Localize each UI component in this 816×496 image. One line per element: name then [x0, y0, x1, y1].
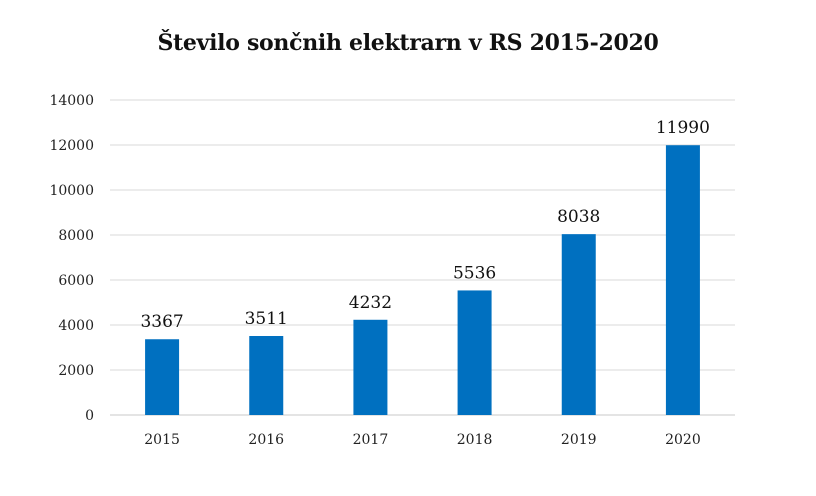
bar [249, 336, 284, 415]
bar [145, 339, 180, 415]
y-tick-label: 0 [85, 408, 94, 424]
data-label: 5536 [453, 263, 496, 283]
x-tick-label: 2019 [561, 432, 597, 448]
bar [457, 290, 492, 415]
x-tick-label: 2018 [457, 432, 493, 448]
data-label: 3367 [140, 312, 183, 332]
chart-title: Število sončnih elektrarn v RS 2015-2020 [157, 30, 659, 56]
y-tick-label: 10000 [49, 183, 94, 199]
x-tick-label: 2020 [665, 432, 701, 448]
y-tick-label: 12000 [49, 138, 94, 154]
bar [561, 234, 596, 415]
data-label: 3511 [245, 309, 288, 329]
bar [665, 145, 700, 415]
x-tick-label: 2016 [248, 432, 284, 448]
y-tick-label: 8000 [58, 228, 94, 244]
data-label: 11990 [656, 118, 710, 138]
y-tick-label: 2000 [58, 363, 94, 379]
x-tick-label: 2015 [144, 432, 180, 448]
data-label: 4232 [349, 293, 392, 313]
bar [353, 319, 388, 415]
x-tick-label: 2017 [353, 432, 389, 448]
y-tick-label: 4000 [58, 318, 94, 334]
data-label: 8038 [557, 207, 600, 227]
y-tick-label: 6000 [58, 273, 94, 289]
y-tick-label: 14000 [49, 93, 94, 109]
